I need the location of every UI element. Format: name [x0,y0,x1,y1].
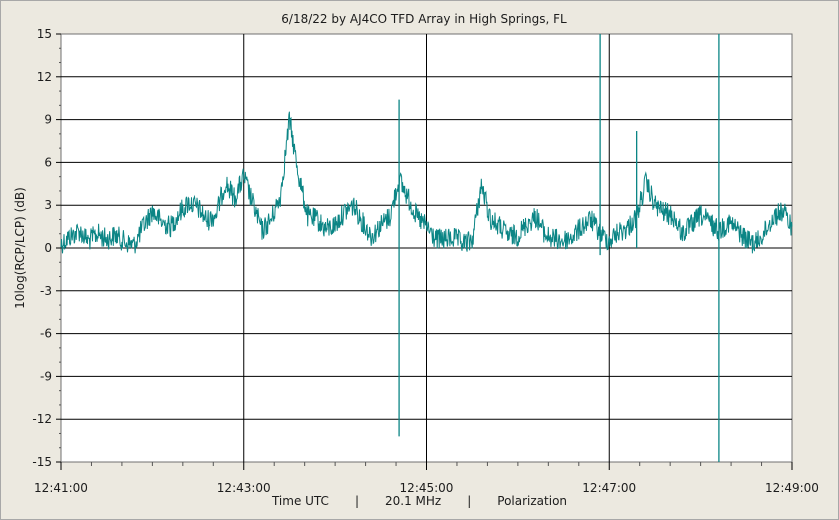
y-tick-label: 6 [44,155,52,169]
y-tick-label: 12 [37,70,52,84]
frequency-label: 20.1 MHz [385,494,442,508]
chart-title: 6/18/22 by AJ4CO TFD Array in High Sprin… [281,12,567,26]
y-tick-label: 0 [44,241,52,255]
x-axis: 12:41:00 12:43:00 12:45:00 12:47:00 12:49:00 [34,462,819,495]
y-axis-label: 10log(RCP/LCP) (dB) [13,187,27,309]
y-tick-label: -9 [40,369,52,383]
y-axis: 15 12 9 6 3 0 -3 -6 -9 -12 -15 [32,27,61,469]
y-tick-label: -6 [40,327,52,341]
y-tick-label: 3 [44,198,52,212]
x-tick-label: 12:43:00 [217,481,271,495]
y-tick-label: 15 [37,27,52,41]
chart-footer: Time UTC | 20.1 MHz | Polarization [0,494,839,512]
footer-separator: | [354,494,359,508]
x-tick-label: 12:47:00 [582,481,636,495]
y-tick-label: -3 [40,284,52,298]
x-tick-label: 12:41:00 [34,481,88,495]
grid-lines [61,34,792,462]
footer-separator: | [467,494,472,508]
x-axis-label: Time UTC [271,494,329,508]
y-tick-label: -15 [32,455,52,469]
x-tick-label: 12:49:00 [765,481,819,495]
x-tick-label: 12:45:00 [400,481,454,495]
y-tick-label: -12 [32,412,52,426]
mode-label: Polarization [497,494,568,508]
series-layer [60,34,793,462]
series-line [60,111,793,254]
y-tick-label: 9 [44,113,52,127]
